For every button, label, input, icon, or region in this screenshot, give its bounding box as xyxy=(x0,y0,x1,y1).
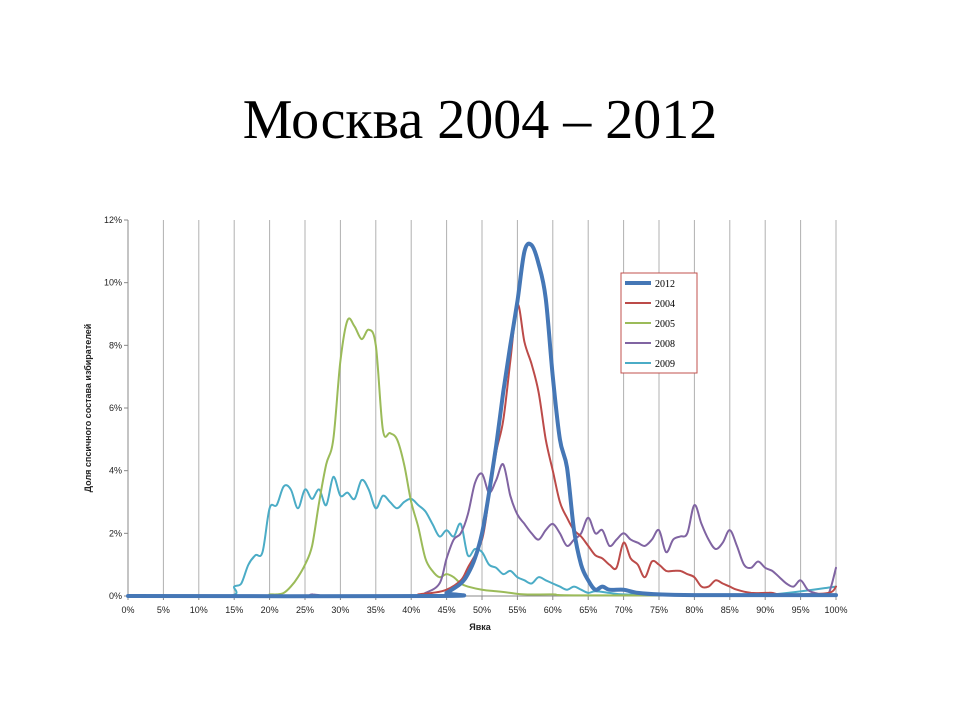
series-line-2005 xyxy=(127,317,837,598)
y-tick-label: 0% xyxy=(109,591,122,601)
series-lines xyxy=(126,241,838,599)
x-tick-label: 30% xyxy=(331,605,349,615)
x-tick-label: 60% xyxy=(544,605,562,615)
x-tick-label: 50% xyxy=(473,605,491,615)
x-tick-label: 80% xyxy=(685,605,703,615)
x-tick-label: 40% xyxy=(402,605,420,615)
x-tick-label: 75% xyxy=(650,605,668,615)
y-tick-label: 4% xyxy=(109,466,122,476)
x-tick-label: 70% xyxy=(615,605,633,615)
x-tick-label: 0% xyxy=(121,605,134,615)
x-tick-label: 90% xyxy=(756,605,774,615)
x-tick-label: 35% xyxy=(367,605,385,615)
x-tick-labels: 0% 5% 10% 15% 20% 25% 30% 35% 40% 45% 50% 55% 60% 65%… xyxy=(121,605,847,615)
vertical-gridlines xyxy=(127,220,837,600)
series-line-2012 xyxy=(126,241,838,599)
x-axis-title: Явка xyxy=(469,622,492,632)
slide-title: Москва 2004 – 2012 xyxy=(242,89,718,151)
x-tick-label: 20% xyxy=(261,605,279,615)
y-tick-label: 8% xyxy=(109,340,122,350)
x-tick-label: 45% xyxy=(438,605,456,615)
y-tick-label: 2% xyxy=(109,528,122,538)
chart-legend: 2012 2004 2005 2008 2009 xyxy=(620,272,698,374)
legend-label-2008: 2008 xyxy=(655,339,675,350)
series-line-2008 xyxy=(127,463,837,598)
series-line-2009 xyxy=(127,475,837,598)
y-tick-label: 6% xyxy=(109,403,122,413)
x-tick-label: 55% xyxy=(508,605,526,615)
legend-label-2009: 2009 xyxy=(655,359,675,370)
y-tick-label: 10% xyxy=(104,278,122,288)
x-tick-label: 65% xyxy=(579,605,597,615)
x-tick-label: 85% xyxy=(721,605,739,615)
x-tick-label: 25% xyxy=(296,605,314,615)
x-tick-label: 10% xyxy=(190,605,208,615)
y-tick-labels: 0% 2% 4% 6% 8% 10% 12% xyxy=(104,215,122,601)
x-tick-label: 15% xyxy=(225,605,243,615)
y-tick-label: 12% xyxy=(104,215,122,225)
legend-label-2005: 2005 xyxy=(655,319,675,330)
x-tick-label: 95% xyxy=(792,605,810,615)
x-tick-label: 5% xyxy=(157,605,170,615)
x-tick-label: 100% xyxy=(824,605,847,615)
y-axis-title: Доля спсичного состава избирателей xyxy=(83,324,93,493)
legend-label-2012: 2012 xyxy=(655,279,675,290)
legend-label-2004: 2004 xyxy=(655,299,675,310)
